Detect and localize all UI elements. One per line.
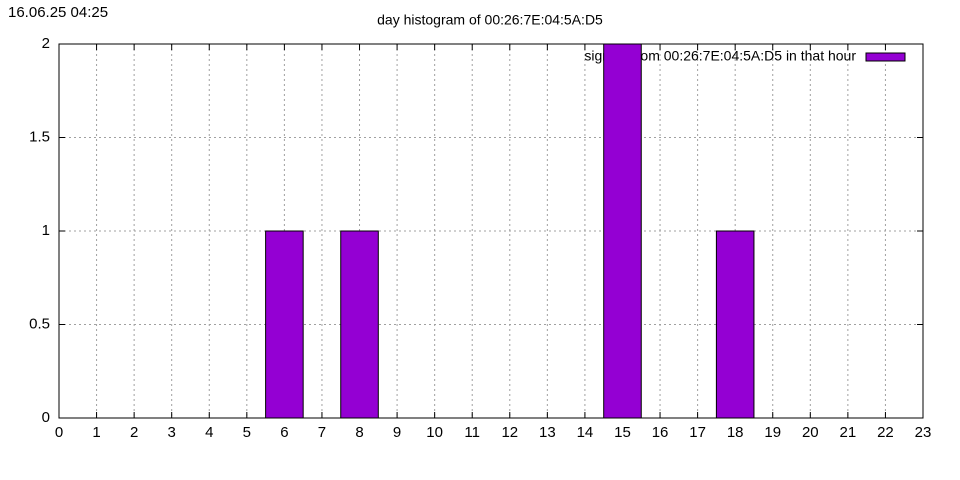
- x-tick-label: 18: [727, 424, 744, 441]
- x-tick-label: 12: [501, 424, 518, 441]
- x-tick-label: 3: [168, 424, 176, 441]
- x-tick-label: 8: [355, 424, 363, 441]
- y-tick-label: 2: [42, 35, 50, 52]
- x-tick-label: 20: [802, 424, 819, 441]
- x-tick-label: 22: [877, 424, 894, 441]
- bar: [603, 44, 642, 418]
- x-tick-label: 23: [915, 424, 932, 441]
- x-tick-label: 19: [764, 424, 781, 441]
- y-tick-label: 1: [42, 222, 50, 239]
- y-tick-label: 0: [42, 409, 50, 426]
- bar: [340, 230, 379, 418]
- plot-border: [58, 43, 924, 419]
- x-tick-label: 1: [92, 424, 100, 441]
- x-tick-label: 11: [464, 424, 480, 441]
- timestamp: 16.06.25 04:25: [8, 4, 108, 21]
- chart-title: day histogram of 00:26:7E:04:5A:D5: [377, 12, 603, 28]
- x-tick-label: 13: [539, 424, 556, 441]
- x-tick-label: 7: [318, 424, 326, 441]
- x-tick-label: 0: [55, 424, 63, 441]
- x-tick-label: 15: [614, 424, 631, 441]
- x-tick-label: 5: [243, 424, 251, 441]
- bar: [715, 230, 755, 418]
- x-tick-label: 2: [130, 424, 138, 441]
- x-tick-label: 4: [205, 424, 213, 441]
- y-tick-label: 0.5: [29, 315, 50, 332]
- x-tick-label: 16: [652, 424, 669, 441]
- legend-swatch: [865, 52, 906, 62]
- legend-label: signals from 00:26:7E:04:5A:D5 in that h…: [584, 48, 856, 64]
- x-tick-label: 6: [280, 424, 288, 441]
- x-tick-label: 14: [577, 424, 594, 441]
- x-tick-label: 9: [393, 424, 401, 441]
- x-tick-label: 10: [426, 424, 443, 441]
- bar: [265, 230, 304, 418]
- y-tick-label: 1.5: [29, 128, 50, 145]
- x-tick-label: 17: [689, 424, 706, 441]
- x-tick-label: 21: [840, 424, 857, 441]
